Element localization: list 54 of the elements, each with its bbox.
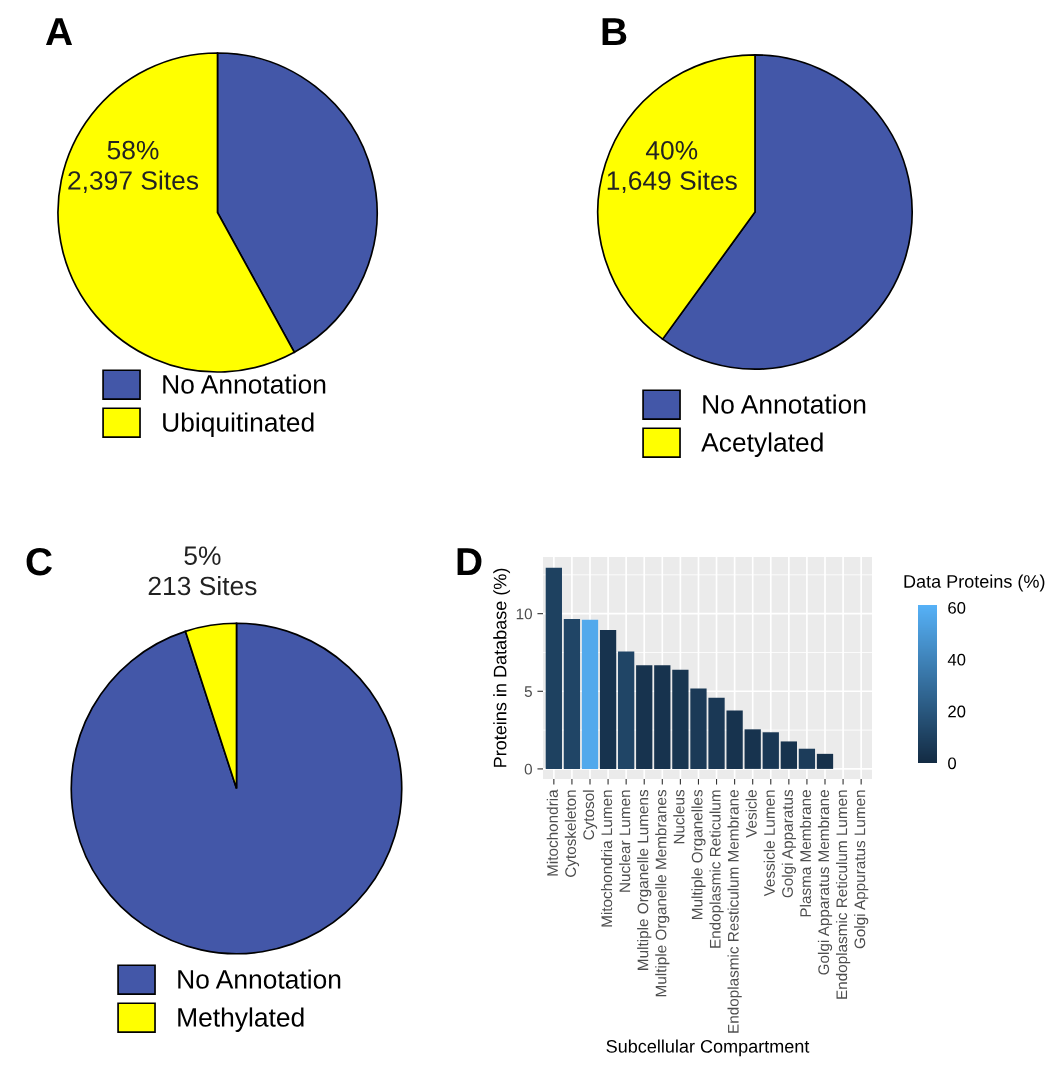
bar <box>744 729 761 769</box>
legend-label: Methylated <box>178 1007 304 1032</box>
data-label: 58% 2,397 Sites <box>68 140 199 193</box>
x-tick-label: Plasma Membrane <box>799 790 812 917</box>
bar <box>762 732 779 769</box>
bar <box>618 651 635 769</box>
pie-slice <box>70 622 403 955</box>
bar <box>545 567 562 769</box>
x-tick-label: Golgi Apparatus Membrane <box>817 790 833 975</box>
bar <box>798 748 816 769</box>
x-tick-label: Endoplasmic Resticulum Membrane <box>727 790 742 1033</box>
bar <box>654 665 671 769</box>
y-tick-label: 5 <box>524 686 532 697</box>
x-tick-label: Nucleus <box>673 789 685 844</box>
color-bar-label: 40 <box>947 653 966 666</box>
color-bar-title: Data Proteins (%) <box>904 574 1045 592</box>
x-tick-label: Cytosol <box>582 790 598 840</box>
legend-label: Ubiquitinated <box>163 412 314 437</box>
bar <box>636 665 653 769</box>
x-tick-label: Multiple Organelles <box>691 789 706 919</box>
bar <box>599 629 617 769</box>
bar <box>563 619 581 769</box>
x-tick-label: Nuclear Lumen <box>619 790 631 892</box>
y-tick-label: 0 <box>524 763 532 775</box>
bar <box>816 753 834 769</box>
chart-title: A <box>45 18 73 46</box>
bar <box>581 619 599 769</box>
x-tick-label: Multiple Organelle Membranes <box>655 789 670 997</box>
data-label: 40% 1,649 Sites <box>607 140 737 194</box>
x-tick-label: Mitochondria Lumen <box>600 790 613 927</box>
chart-title: B <box>602 18 627 46</box>
legend-label: No Annotation <box>703 394 866 414</box>
legend-label: No Annotation <box>163 374 326 394</box>
chart-title: C <box>26 547 53 576</box>
x-tick-label: Multiple Organelle Lumens <box>637 789 652 970</box>
x-tick-label: Cytoskeleton <box>564 790 580 877</box>
x-axis-title: Subcellular Compartment <box>606 1039 810 1057</box>
x-tick-label: Vessicle Lumen <box>763 790 775 897</box>
legend-label: Acetylated <box>701 432 823 457</box>
x-tick-label: Vesicle <box>745 790 757 838</box>
y-tick-label: 10 <box>516 608 532 620</box>
color-bar-label: 0 <box>948 757 957 770</box>
y-axis-title: Proteins in Database (%) <box>493 568 511 767</box>
x-tick-label: Golgi Apparatus <box>781 789 796 898</box>
chart-title: D <box>457 548 482 576</box>
x-tick-label: Golgi Appuratus Lumen <box>854 790 869 949</box>
color-bar-label: 20 <box>948 705 966 718</box>
x-tick-label: Mitochondria <box>546 789 558 876</box>
legend-label: No Annotation <box>178 969 341 989</box>
x-tick-label: Endoplasmic Reticulum <box>709 790 724 948</box>
x-tick-label: Endoplasmic Reticulum Lumen <box>835 790 851 999</box>
data-label: 5% 213 Sites <box>148 546 257 596</box>
color-bar-label: 60 <box>948 601 966 614</box>
bar <box>780 741 797 769</box>
